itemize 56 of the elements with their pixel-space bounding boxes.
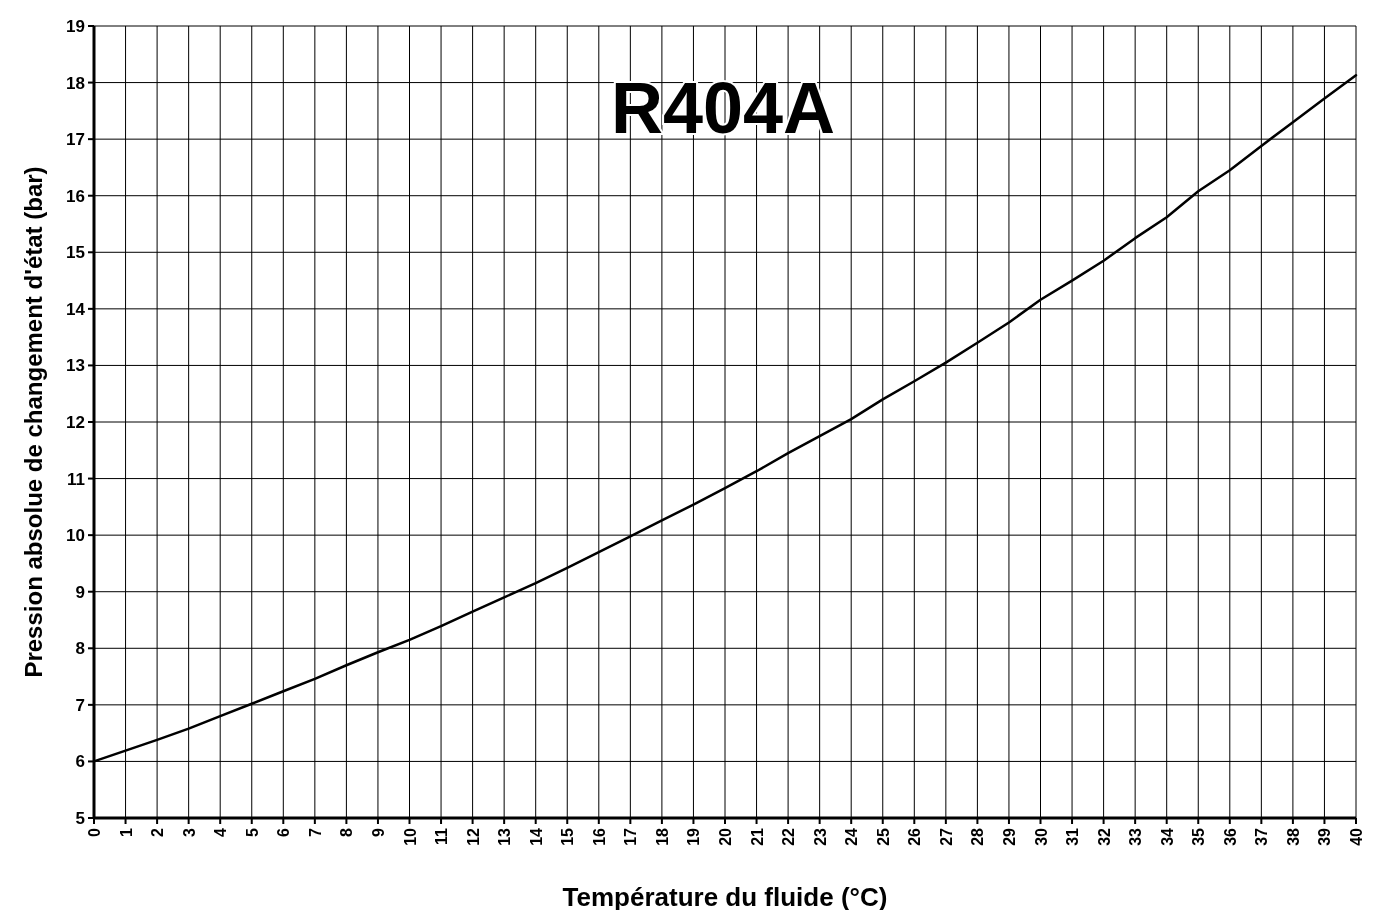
x-tick-label: 34 <box>1158 827 1176 846</box>
y-tick-label: 18 <box>66 73 85 93</box>
x-tick-label: 37 <box>1253 827 1271 846</box>
x-tick-label: 32 <box>1095 827 1113 846</box>
x-tick-label: 9 <box>369 827 387 837</box>
x-tick-label: 14 <box>527 827 545 846</box>
y-tick-label: 8 <box>75 639 85 659</box>
x-tick-label: 31 <box>1064 827 1082 846</box>
x-tick-label: 40 <box>1348 827 1365 846</box>
x-tick-label: 28 <box>969 827 987 846</box>
x-tick-label: 35 <box>1190 827 1208 846</box>
x-tick-label: 21 <box>748 827 766 846</box>
x-tick-label: 39 <box>1316 827 1334 846</box>
x-tick-label: 22 <box>780 827 798 846</box>
x-tick-label: 5 <box>243 827 261 837</box>
y-tick-label: 16 <box>66 186 85 206</box>
x-tick-label: 10 <box>401 827 419 846</box>
x-tick-label: 38 <box>1284 827 1302 846</box>
x-tick-label: 7 <box>306 827 324 837</box>
x-tick-label: 27 <box>937 827 955 846</box>
y-tick-label: 11 <box>67 469 85 489</box>
y-tick-label: 19 <box>66 17 85 36</box>
x-tick-label: 11 <box>433 827 451 845</box>
y-tick-label: 7 <box>75 695 85 715</box>
y-tick-label: 17 <box>66 130 85 150</box>
y-tick-label: 15 <box>66 243 85 263</box>
x-tick-label: 19 <box>685 827 703 846</box>
x-tick-label: 3 <box>180 827 198 837</box>
x-tick-label: 0 <box>86 827 103 837</box>
x-tick-label: 12 <box>464 827 482 846</box>
x-tick-label: 26 <box>906 827 924 846</box>
y-tick-label: 10 <box>66 526 85 546</box>
x-tick-label: 16 <box>590 827 608 846</box>
x-tick-label: 20 <box>717 827 734 846</box>
x-tick-label: 24 <box>843 827 861 846</box>
x-tick-label: 8 <box>338 827 356 837</box>
x-tick-label: 6 <box>275 827 293 837</box>
x-tick-label: 1 <box>117 827 135 837</box>
x-tick-label: 4 <box>212 827 230 837</box>
x-tick-label: 33 <box>1127 827 1145 846</box>
x-tick-label: 25 <box>874 827 892 846</box>
x-tick-label: 17 <box>622 827 640 846</box>
y-tick-label: 12 <box>66 413 85 432</box>
x-tick-label: 13 <box>496 827 514 846</box>
x-tick-label: 2 <box>149 827 167 837</box>
x-tick-label: 29 <box>1000 827 1018 846</box>
y-tick-label: 13 <box>66 356 85 376</box>
x-tick-label: 30 <box>1032 827 1050 846</box>
x-tick-label: 36 <box>1221 827 1239 846</box>
y-axis-title: Pression absolue de changement d'état (bar) <box>20 166 47 678</box>
x-tick-label: 23 <box>811 827 829 846</box>
y-tick-label: 14 <box>66 299 86 319</box>
y-tick-label: 9 <box>75 582 85 602</box>
x-tick-label: 18 <box>653 827 671 846</box>
y-tick-label: 6 <box>75 752 85 772</box>
x-tick-label: 15 <box>559 827 577 846</box>
